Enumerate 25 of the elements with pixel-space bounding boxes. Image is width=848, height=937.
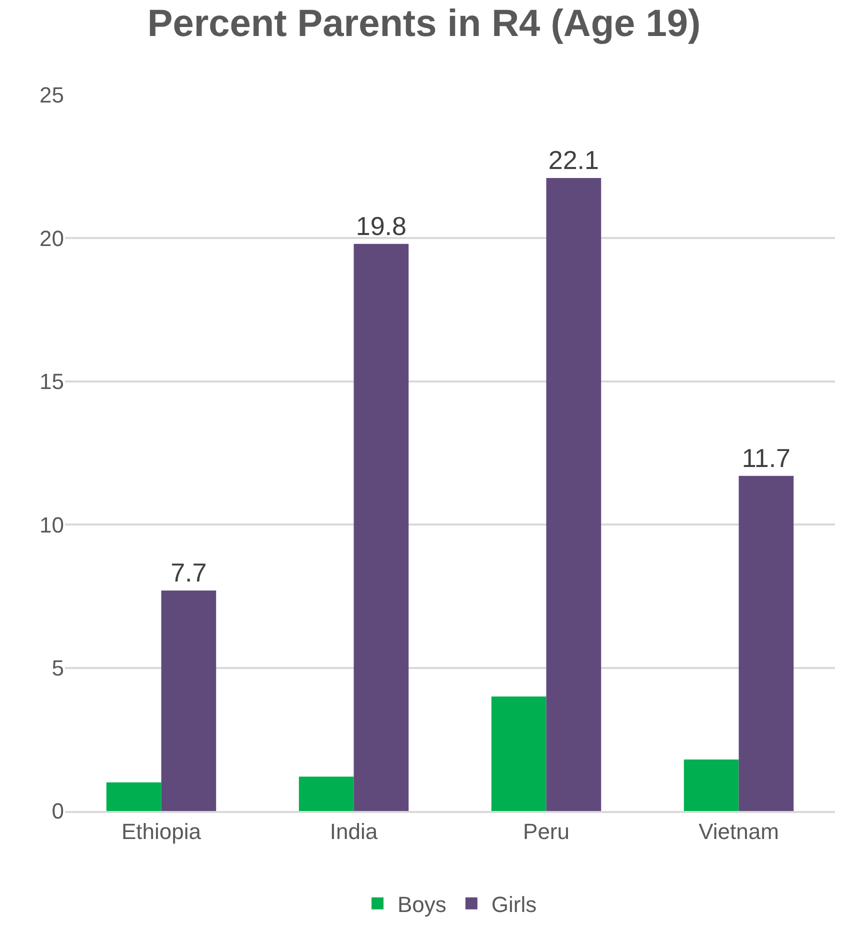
bar	[491, 696, 546, 811]
data-label: 7.7	[170, 557, 207, 588]
data-label: 19.8	[356, 210, 406, 241]
y-tick-label: 15	[40, 369, 64, 394]
y-tick-label: 10	[40, 512, 64, 538]
y-tick-label: 5	[52, 656, 64, 680]
x-tick-label: Vietnam	[698, 819, 779, 844]
y-tick-label: 20	[40, 226, 64, 251]
bar	[106, 782, 162, 811]
bar	[161, 590, 216, 811]
data-label: 11.7	[742, 442, 791, 473]
bar	[298, 776, 354, 811]
x-tick-label: Peru	[523, 819, 570, 844]
x-tick-label: India	[330, 819, 378, 844]
x-tick-label: Ethiopia	[121, 819, 202, 844]
legend-label: Boys	[398, 892, 446, 917]
data-label: 22.1	[548, 145, 599, 176]
y-tick-label: 0	[52, 798, 64, 824]
bar	[546, 178, 602, 811]
bar	[354, 244, 409, 811]
bar	[738, 476, 794, 811]
bar	[684, 759, 739, 811]
chart-title: Percent Parents in R4 (Age 19)	[147, 2, 701, 45]
y-tick-label: 25	[40, 82, 64, 108]
legend-label: Girls	[491, 892, 537, 917]
